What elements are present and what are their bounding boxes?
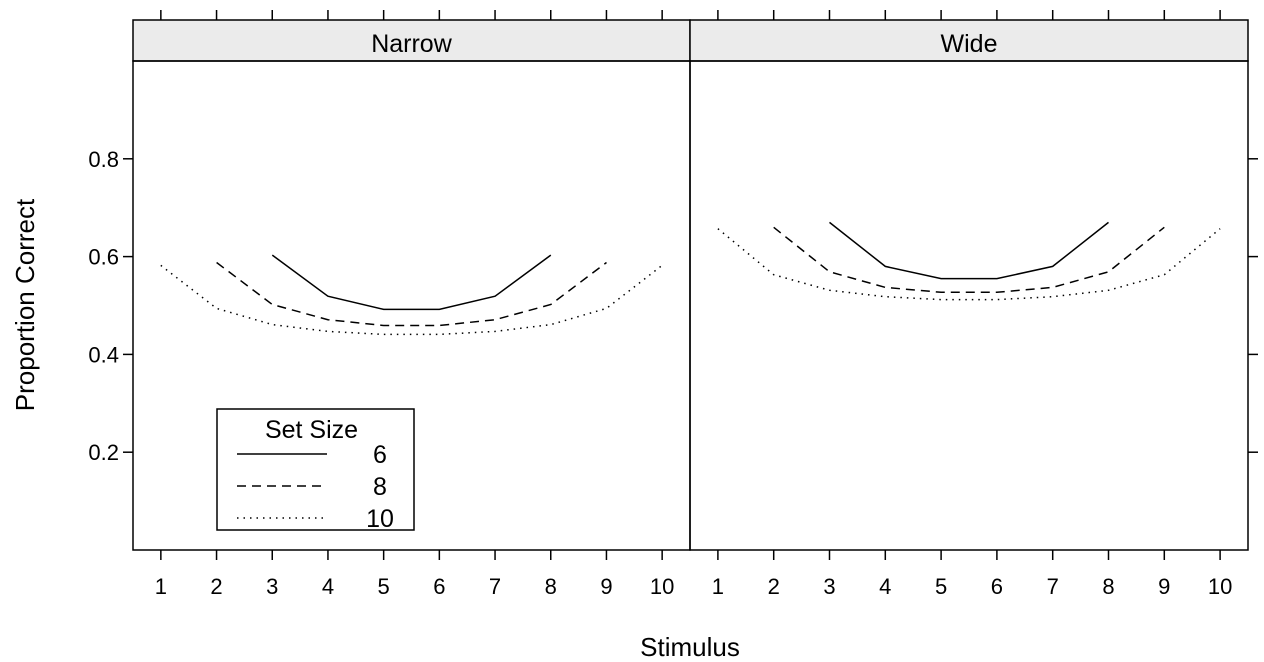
x-tick-label: 1	[712, 574, 724, 599]
y-tick-label: 0.2	[88, 440, 119, 465]
x-tick-label: 6	[433, 574, 445, 599]
panel-frame	[689, 60, 1249, 551]
x-tick-label: 4	[322, 574, 334, 599]
x-tick-label: 7	[1047, 574, 1059, 599]
y-tick-label: 0.4	[88, 342, 119, 367]
y-tick-label: 0.8	[88, 147, 119, 172]
x-tick-label: 9	[1158, 574, 1170, 599]
x-tick-label: 3	[266, 574, 278, 599]
x-tick-label: 3	[823, 574, 835, 599]
strip-background	[132, 19, 691, 62]
legend-label: 10	[366, 505, 394, 533]
x-tick-label: 7	[489, 574, 501, 599]
y-tick-label: 0.6	[88, 245, 119, 270]
legend: Set Size 6 8 10	[216, 408, 415, 533]
x-tick-label: 8	[545, 574, 557, 599]
x-tick-label: 6	[991, 574, 1003, 599]
legend-label: 6	[373, 441, 387, 469]
series-line-6	[271, 254, 552, 311]
x-tick-label: 10	[650, 574, 674, 599]
x-tick-label: 5	[935, 574, 947, 599]
strip-background	[689, 19, 1249, 62]
legend-box	[216, 408, 415, 531]
legend-title: Set Size	[265, 416, 358, 444]
x-tick-label: 10	[1208, 574, 1232, 599]
y-axis-label: Proportion Correct	[10, 198, 40, 411]
x-tick-label: 5	[378, 574, 390, 599]
series-line-6	[829, 221, 1109, 280]
x-tick-label: 1	[155, 574, 167, 599]
strip-label: Wide	[941, 30, 998, 58]
legend-label: 8	[373, 473, 387, 501]
panel-wide: Wide	[689, 19, 1249, 551]
panel-narrow: Narrow	[132, 19, 691, 551]
strip-label: Narrow	[371, 30, 453, 58]
series-line-8	[216, 261, 607, 327]
x-tick-label: 2	[210, 574, 222, 599]
series-line-8	[773, 226, 1165, 294]
x-tick-label: 2	[768, 574, 780, 599]
x-tick-label: 9	[600, 574, 612, 599]
series-line-10	[717, 228, 1221, 301]
axes-layer: 1 2 3 4 5 6 7 8 9 10 1 2 3 4 5 6 7 8 9 10 0.2 0.4 0.6 0.8	[88, 10, 1258, 599]
x-tick-label: 8	[1102, 574, 1114, 599]
series-line-10	[160, 264, 663, 336]
x-tick-label: 4	[879, 574, 891, 599]
x-axis-label: Stimulus	[640, 632, 740, 662]
panels-layer: Narrow Wide	[132, 19, 1249, 551]
